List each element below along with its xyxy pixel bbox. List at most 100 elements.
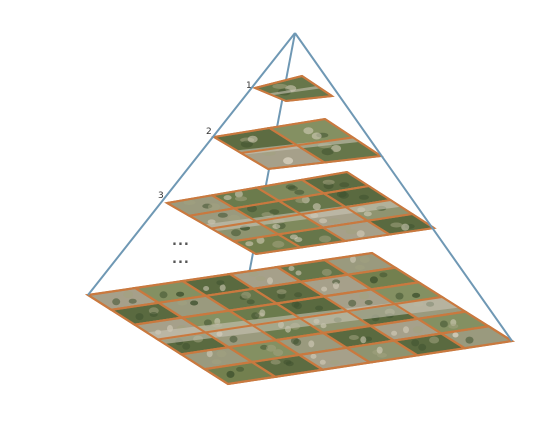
tile-grid-line — [233, 213, 413, 243]
tile-grid-line — [285, 95, 333, 102]
imagery-texture — [379, 272, 388, 278]
imagery-texture — [303, 127, 314, 135]
imagery-texture — [288, 266, 295, 271]
pyramid-level-4 — [84, 251, 516, 386]
imagery-texture — [363, 211, 372, 217]
tile-grid-line — [213, 118, 326, 138]
tile-grid-line — [301, 75, 333, 97]
imagery-texture — [315, 305, 324, 311]
tile-grid-line — [204, 325, 489, 371]
imagery-texture — [356, 230, 365, 238]
imagery-texture — [272, 240, 285, 248]
imagery-texture — [177, 300, 188, 306]
imagery-texture — [247, 135, 258, 143]
river-band — [268, 86, 321, 96]
imagery-texture — [229, 335, 238, 343]
imagery-texture — [149, 312, 158, 317]
imagery-texture — [350, 255, 356, 263]
tile-grid-line — [371, 252, 513, 342]
imagery-texture — [295, 198, 308, 204]
imagery-texture — [359, 256, 370, 263]
imagery-texture — [272, 224, 281, 229]
imagery-texture — [211, 359, 222, 365]
imagery-texture — [319, 359, 326, 365]
imagery-texture — [246, 299, 255, 305]
imagery-texture — [390, 222, 403, 228]
imagery-texture — [319, 235, 331, 243]
imagery-texture — [255, 276, 266, 282]
imagery-texture — [321, 286, 328, 292]
imagery-texture — [283, 157, 294, 165]
imagery-texture — [231, 229, 241, 237]
imagery-texture — [339, 225, 352, 231]
imagery-texture — [260, 344, 269, 350]
level-label-1: 1 — [246, 81, 252, 91]
imagery-texture — [310, 353, 317, 359]
imagery-texture — [329, 359, 340, 365]
tile-grid-line — [254, 75, 303, 89]
imagery-texture — [247, 205, 257, 213]
tile-grid-line — [301, 178, 391, 236]
imagery-texture — [203, 286, 210, 291]
imagery-texture — [401, 223, 410, 231]
imagery-texture — [321, 268, 332, 276]
imagery-texture — [331, 145, 342, 152]
imagery-texture — [294, 237, 303, 243]
imagery-texture — [123, 291, 134, 298]
imagery-texture — [267, 277, 273, 285]
imagery-texture — [206, 350, 213, 358]
pyramid-edge-right — [294, 32, 513, 342]
imagery-texture — [248, 271, 259, 277]
imagery-texture — [112, 298, 121, 306]
imagery-texture — [308, 340, 315, 348]
imagery-texture — [411, 339, 420, 347]
imagery-texture — [333, 282, 339, 290]
imagery-texture — [369, 276, 378, 284]
imagery-texture — [336, 190, 347, 198]
imagery-texture — [311, 132, 322, 140]
imagery-texture — [226, 370, 235, 378]
pyramid-edge-left — [87, 32, 296, 296]
imagery-texture — [319, 218, 328, 224]
imagery-texture — [135, 313, 144, 321]
imagery-texture — [182, 342, 191, 350]
imagery-texture — [328, 218, 341, 224]
tile-grid-line — [254, 87, 287, 102]
imagery-texture — [364, 300, 373, 305]
imagery-texture — [159, 291, 168, 299]
imagery-texture — [348, 299, 357, 307]
imagery-texture — [412, 326, 423, 334]
imagery-texture — [295, 270, 302, 276]
tile-grid-line — [211, 199, 391, 230]
imagery-texture — [345, 229, 358, 235]
imagery-texture — [256, 236, 265, 244]
level-label-2: 2 — [206, 127, 212, 137]
pyramid-outer-edges — [87, 32, 513, 342]
imagery-texture — [294, 292, 303, 298]
tile-grid-line — [346, 171, 435, 229]
imagery-texture — [412, 292, 421, 298]
imagery-texture — [465, 336, 474, 344]
imagery-texture — [285, 361, 294, 367]
imagery-texture — [183, 200, 196, 205]
imagery-texture — [217, 212, 228, 218]
imagery-texture — [294, 189, 305, 195]
imagery-texture — [176, 291, 185, 297]
imagery-texture — [235, 196, 247, 202]
tile-grid-line — [240, 136, 354, 154]
imagery-texture — [272, 83, 288, 89]
imagery-texture — [240, 140, 253, 148]
imagery-texture — [241, 291, 252, 299]
imagery-texture — [391, 330, 398, 336]
imagery-texture — [216, 350, 227, 358]
level-label-3: 3 — [158, 191, 164, 201]
imagery-texture — [234, 190, 243, 198]
imagery-texture — [418, 343, 427, 351]
imagery-texture — [207, 219, 216, 225]
imagery-texture — [223, 195, 232, 201]
pyramid-level-2 — [211, 117, 384, 171]
imagery-texture — [354, 265, 365, 270]
imagery-texture — [358, 194, 369, 200]
imagery-texture — [322, 179, 335, 185]
imagery-texture — [276, 289, 287, 295]
